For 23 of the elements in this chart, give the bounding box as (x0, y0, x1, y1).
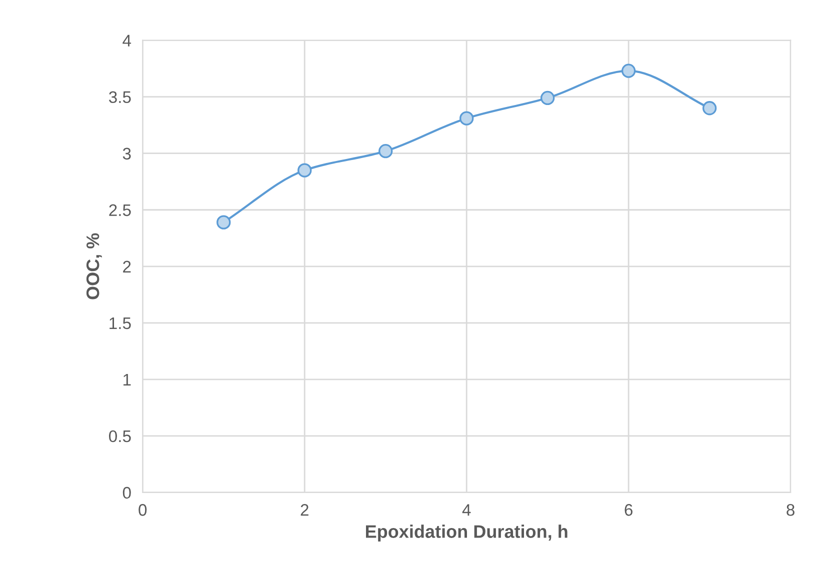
point (460, 111, 474, 126)
y-tick-label: 0 (122, 486, 131, 499)
point (621, 64, 636, 78)
x-tick-label: 2 (300, 504, 308, 516)
point (540, 90, 555, 106)
y-tick-label: 2 (123, 260, 131, 272)
y-tick-label: 1 (124, 374, 131, 386)
point (378, 144, 393, 158)
x-tick-label: 4 (462, 504, 471, 516)
y-axis-title: OOC, % (86, 233, 102, 300)
x-tick-label: 8 (786, 504, 794, 516)
point (702, 101, 717, 116)
y-tick-label: 3.5 (108, 91, 131, 104)
y-tick-label: 3 (122, 148, 131, 160)
point (216, 215, 231, 230)
x-axis-title: Epoxidation Duration, h (366, 524, 568, 542)
x-tick-label: 0 (138, 504, 147, 516)
y-tick-label: 4 (122, 34, 132, 46)
x-tick-label: 6 (624, 504, 632, 516)
point (298, 163, 312, 178)
y-tick-label: 1.5 (110, 317, 131, 330)
y-tick-label: 0.5 (109, 430, 131, 442)
y-tick-label: 2.5 (109, 204, 131, 216)
